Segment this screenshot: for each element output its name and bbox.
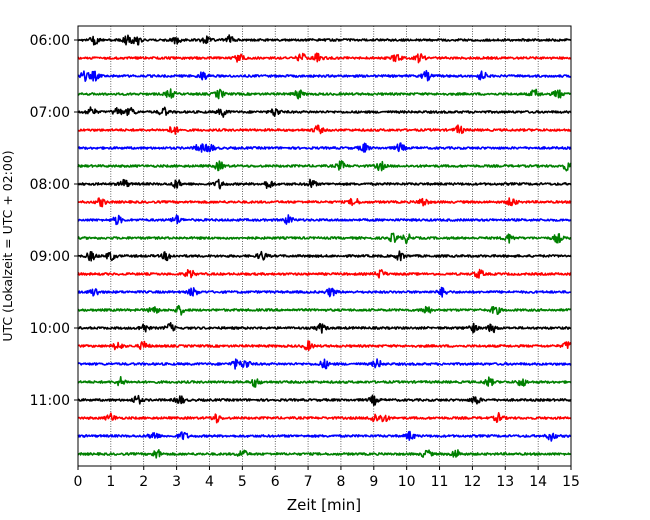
x-tick-label-14: 14 [529,474,547,490]
trace-0645 [77,88,572,100]
trace-0700 [77,106,572,118]
y-tick-label-1: 07:00 [30,105,70,121]
trace-1015 [77,340,572,352]
y-tick-label-4: 10:00 [30,321,70,337]
x-tick-label-11: 11 [431,474,449,490]
y-tick-label-3: 09:00 [30,249,70,265]
trace-0715 [77,124,572,135]
x-tick-label-10: 10 [398,474,416,490]
plot-frame [77,25,572,467]
trace-0900 [77,250,572,262]
trace-0930 [77,286,572,298]
trace-1000 [77,322,572,334]
trace-0600 [77,34,572,46]
trace-1045 [77,376,572,388]
y-tick-label-5: 11:00 [30,393,70,409]
trace-0830 [77,214,572,226]
trace-1115 [77,412,572,424]
trace-1130 [77,430,572,442]
x-axis-label: Zeit [min] [287,496,361,514]
x-tick-label-15: 15 [562,474,580,490]
trace-1030 [77,358,572,370]
trace-1145 [77,449,572,459]
x-tick-label-6: 6 [271,474,280,490]
trace-0615 [77,52,572,64]
y-tick-label-2: 08:00 [30,177,70,193]
trace-0815 [77,197,572,208]
seismic-traces [77,34,572,459]
x-tick-label-2: 2 [139,474,148,490]
x-tick-label-12: 12 [463,474,481,490]
trace-0730 [77,142,572,153]
trace-0845 [77,232,572,244]
trace-0630 [77,69,572,82]
x-tick-label-9: 9 [369,474,378,490]
x-tick-label-8: 8 [336,474,345,490]
x-tick-label-13: 13 [496,474,514,490]
trace-0915 [77,268,572,279]
y-axis-label: UTC (Lokalzeit = UTC + 02:00) [0,150,15,341]
y-axis-ticks: 06:00 07:00 08:00 09:00 10:00 11:00 [30,33,78,409]
trace-0800 [77,178,572,190]
x-tick-label-0: 0 [74,474,83,490]
x-axis-ticks: 0 1 2 3 4 5 6 7 8 9 10 11 12 13 14 15 [74,466,580,490]
vertical-grid-lines [110,26,539,466]
trace-0745 [77,160,572,172]
x-tick-label-1: 1 [106,474,115,490]
y-tick-label-0: 06:00 [30,33,70,49]
x-tick-label-4: 4 [205,474,214,490]
trace-1100 [77,394,572,406]
trace-0945 [77,304,572,316]
x-tick-label-7: 7 [304,474,313,490]
x-tick-label-5: 5 [238,474,247,490]
x-tick-label-3: 3 [172,474,181,490]
